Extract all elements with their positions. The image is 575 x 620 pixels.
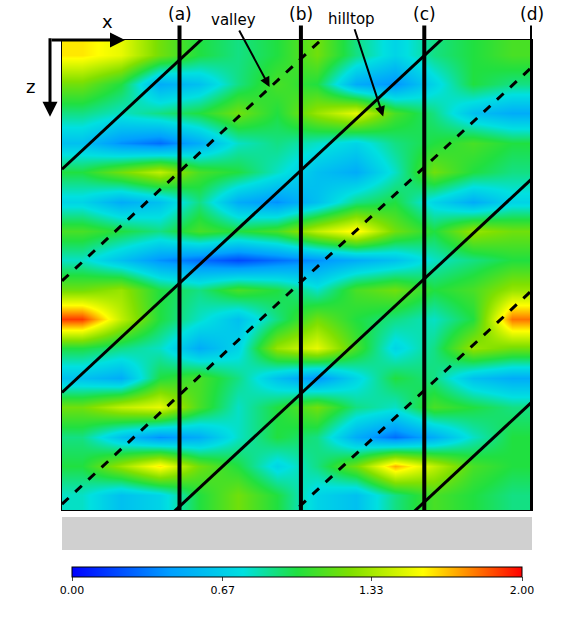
svg-text:(c): (c): [413, 4, 436, 24]
svg-text:(a): (a): [168, 4, 192, 24]
svg-text:z: z: [26, 76, 35, 97]
svg-text:(d): (d): [520, 4, 544, 24]
svg-text:valley: valley: [211, 11, 256, 29]
svg-text:0.67: 0.67: [211, 584, 236, 597]
svg-text:x: x: [102, 11, 113, 32]
svg-text:0.00: 0.00: [60, 584, 85, 597]
svg-text:(b): (b): [289, 4, 313, 24]
svg-text:hilltop: hilltop: [328, 10, 375, 28]
svg-text:2.00: 2.00: [510, 584, 535, 597]
svg-text:1.33: 1.33: [359, 584, 384, 597]
